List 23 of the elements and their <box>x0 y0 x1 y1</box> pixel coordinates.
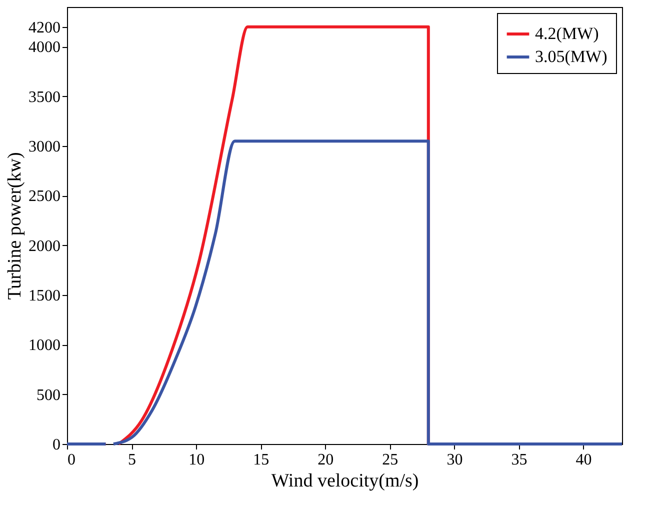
x-tick-label: 15 <box>253 452 270 468</box>
y-tick-label: 4000 <box>28 39 60 56</box>
y-axis-title: Turbine power(kw) <box>4 152 26 300</box>
y-tick-label: 0 <box>52 436 60 454</box>
y-tick-label: 2000 <box>28 238 60 255</box>
x-tick-label: 5 <box>128 452 136 468</box>
y-tick-label: 1500 <box>28 288 60 305</box>
x-tick-label: 25 <box>382 452 398 468</box>
legend-label: 4.2(MW) <box>535 24 599 43</box>
y-tick-label: 1000 <box>28 337 60 354</box>
legend-label: 3.05(MW) <box>535 47 608 66</box>
y-tick-label: 3500 <box>28 88 60 106</box>
x-axis-title: Wind velocity(m/s) <box>271 470 419 492</box>
y-tick-label: 4200 <box>28 19 60 36</box>
x-tick-label: 30 <box>446 452 463 468</box>
x-tick-label: 20 <box>318 452 334 468</box>
x-tick-label: 10 <box>188 452 205 468</box>
x-tick-label: 40 <box>576 452 592 468</box>
y-tick-label: 2500 <box>28 188 60 206</box>
y-tick-label: 3000 <box>28 138 60 156</box>
x-tick-label: 35 <box>511 452 528 468</box>
y-tick-label: 500 <box>36 386 60 404</box>
x-tick-label: 0 <box>68 452 76 468</box>
